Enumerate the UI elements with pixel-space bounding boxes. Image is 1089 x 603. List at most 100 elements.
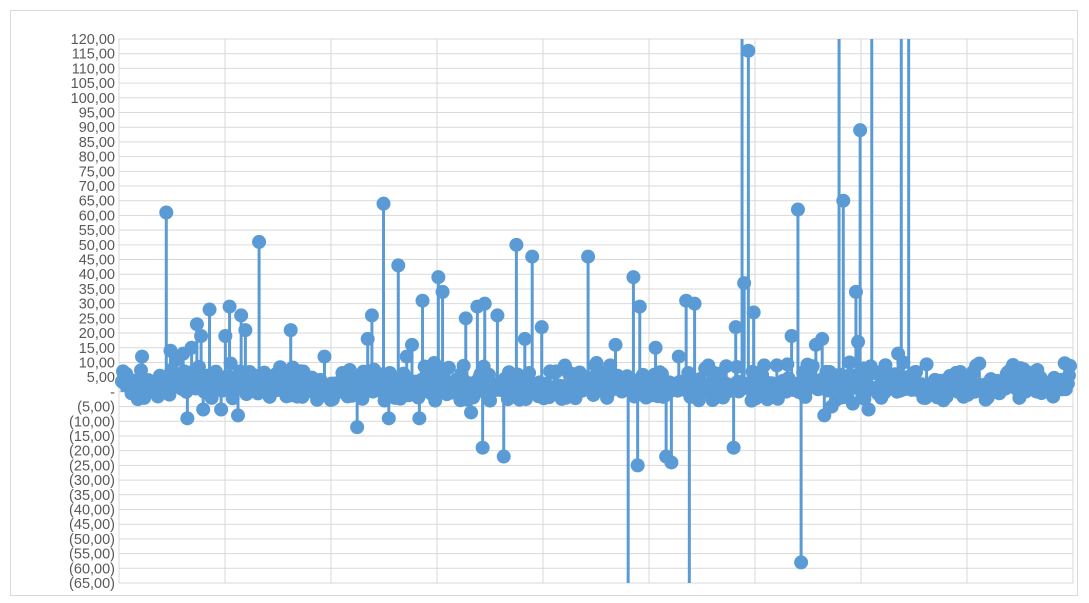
data-point [159, 205, 174, 220]
data-point [805, 359, 820, 374]
data-point [630, 458, 645, 473]
data-point [896, 355, 911, 370]
data-point [878, 358, 893, 373]
data-point [664, 455, 679, 470]
data-point [180, 411, 195, 426]
data-point [189, 317, 204, 332]
data-point [790, 202, 805, 217]
data-point [230, 408, 245, 423]
data-point [726, 440, 741, 455]
data-point [490, 308, 505, 323]
data-point [741, 43, 756, 58]
data-point [391, 258, 406, 273]
data-point [671, 349, 686, 364]
data-point [517, 331, 532, 346]
y-tick-label: 5,00 [87, 370, 115, 386]
data-point [317, 349, 332, 364]
data-point [399, 349, 414, 364]
data-point [184, 340, 199, 355]
y-tick-label: (5,00) [77, 400, 115, 416]
y-tick-label: (15,00) [69, 429, 115, 445]
y-tick-label: 15,00 [79, 341, 115, 357]
y-tick-label: (30,00) [69, 473, 115, 489]
data-point [364, 308, 379, 323]
y-tick-label: 80,00 [79, 150, 115, 166]
gridlines [118, 38, 1074, 584]
y-tick-label: (10,00) [69, 414, 115, 430]
data-point [234, 308, 249, 323]
data-point [851, 334, 866, 349]
data-point [836, 193, 851, 208]
data-point [428, 393, 443, 408]
data-point [1063, 358, 1077, 373]
y-tick-label: 90,00 [79, 120, 115, 136]
y-tick-label: 85,00 [79, 135, 115, 151]
data-point [919, 357, 934, 372]
data-point [456, 358, 471, 373]
y-tick-label: 40,00 [79, 267, 115, 283]
data-point [603, 358, 618, 373]
y-tick-label: 10,00 [79, 355, 115, 371]
data-point [525, 249, 540, 264]
y-tick-label: 110,00 [72, 61, 115, 77]
data-point [522, 365, 537, 380]
data-point [681, 365, 696, 380]
data-point [509, 237, 524, 252]
y-tick-label: 55,00 [79, 223, 115, 239]
data-point [435, 284, 450, 299]
y-tick-label: 100,00 [71, 91, 115, 107]
y-tick-label: 120,00 [71, 32, 115, 48]
y-tick-label: (25,00) [69, 458, 115, 474]
y-tick-label: (55,00) [69, 547, 115, 563]
data-point [135, 349, 150, 364]
chart-area: 120,00 115,00 110,00 105,00 100,00 95,00 90,00… [10, 10, 1078, 596]
data-point [534, 320, 549, 335]
data-point [784, 328, 799, 343]
data-point [214, 402, 229, 417]
data-point [477, 296, 492, 311]
data-point [909, 365, 924, 380]
y-tick-label: - [110, 385, 115, 401]
data-point [202, 302, 217, 317]
data-series [115, 39, 1077, 583]
data-point [632, 299, 647, 314]
data-point [842, 355, 857, 370]
data-point [626, 270, 641, 285]
data-point [757, 358, 772, 373]
y-axis-tick-labels: 120,00115,00110,00105,00100,0095,0090,00… [69, 32, 115, 592]
y-tick-label: 65,00 [79, 194, 115, 210]
y-tick-label: (45,00) [69, 517, 115, 533]
data-point [441, 360, 456, 375]
data-point [794, 555, 809, 570]
data-point [475, 440, 490, 455]
data-point [194, 328, 209, 343]
data-point [196, 402, 211, 417]
y-tick-label: 30,00 [79, 297, 115, 313]
y-tick-label: (65,00) [69, 576, 115, 592]
data-point [464, 405, 479, 420]
data-point [853, 123, 868, 138]
y-tick-label: 70,00 [79, 179, 115, 195]
data-point [496, 449, 511, 464]
data-point [815, 331, 830, 346]
y-tick-label: (50,00) [69, 532, 115, 548]
data-point [458, 311, 473, 326]
chart-plot: 120,00115,00110,00105,00100,0095,0090,00… [69, 32, 1077, 592]
data-point [350, 420, 365, 435]
data-point [648, 340, 663, 355]
data-point [608, 337, 623, 352]
y-tick-label: 50,00 [79, 238, 115, 254]
data-point [728, 320, 743, 335]
y-tick-label: (40,00) [69, 502, 115, 518]
y-tick-label: 105,00 [71, 76, 115, 92]
data-point [223, 356, 238, 371]
data-point [283, 323, 298, 338]
data-point [729, 359, 744, 374]
data-point [222, 299, 237, 314]
data-point [415, 293, 430, 308]
data-point [687, 296, 702, 311]
data-point [412, 411, 427, 426]
data-point [861, 402, 876, 417]
data-point [972, 356, 987, 371]
y-tick-label: 25,00 [79, 311, 115, 327]
